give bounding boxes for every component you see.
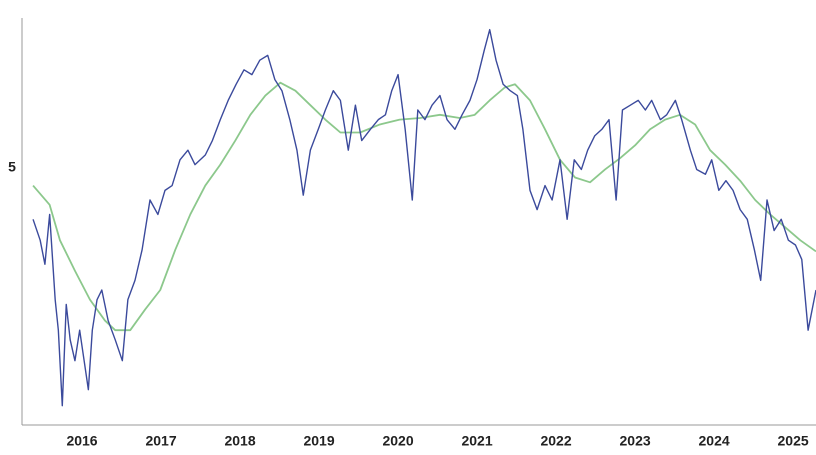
x-tick-label: 2021 [461,433,492,449]
x-tick-label: 2019 [303,433,334,449]
x-tick-label: 2020 [382,433,413,449]
x-tick-label: 2024 [699,433,730,449]
x-tick-label: 2018 [224,433,255,449]
x-tick-label: 2016 [66,433,97,449]
x-tick-label: 2025 [778,433,809,449]
x-tick-label: 2023 [620,433,651,449]
line-series [32,28,816,407]
y-tick-label: 5 [8,159,16,175]
x-tick-label: 2017 [145,433,176,449]
x-tick-label: 2022 [540,433,571,449]
line-series [32,81,816,332]
